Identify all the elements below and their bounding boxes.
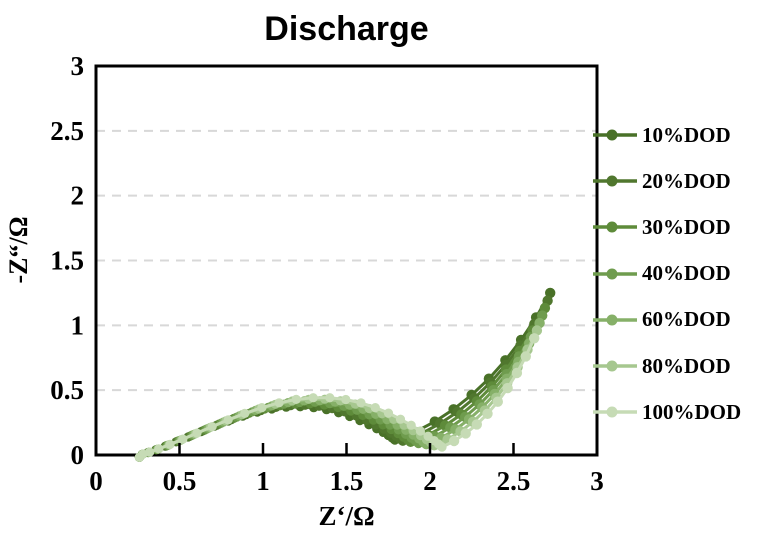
series-marker-100%DOD xyxy=(223,415,233,425)
x-tick-label: 0.5 xyxy=(163,466,197,496)
legend-label: 20%DOD xyxy=(642,168,731,193)
series-marker-100%DOD xyxy=(240,408,250,418)
chart-title: Discharge xyxy=(264,10,429,48)
legend-marker-icon xyxy=(593,221,637,233)
y-tick-label: 1 xyxy=(71,310,85,340)
series-marker-100%DOD xyxy=(448,435,460,447)
legend-label: 60%DOD xyxy=(642,307,731,332)
legend-label: 100%DOD xyxy=(642,399,742,424)
series-marker-100%DOD xyxy=(154,444,164,454)
series-marker-100%DOD xyxy=(178,434,188,444)
legend-item-20%DOD: 20%DOD xyxy=(592,158,741,204)
legend: 10%DOD 20%DOD 30%DOD 40%DOD 60%DOD 80%DOD 100%… xyxy=(592,112,741,435)
y-tick-label: 1.5 xyxy=(50,246,84,276)
series-marker-100%DOD xyxy=(520,351,531,362)
series-marker-100%DOD xyxy=(325,393,335,403)
x-tick-label: 0 xyxy=(89,466,103,496)
series-marker-100%DOD xyxy=(308,393,318,403)
series-marker-100%DOD xyxy=(356,398,366,408)
y-tick-label: 2.5 xyxy=(50,116,84,146)
legend-marker-icon xyxy=(593,314,637,326)
legend-label: 30%DOD xyxy=(642,214,731,239)
series-marker-100%DOD xyxy=(138,449,148,459)
series-marker-100%DOD xyxy=(471,419,482,430)
legend-marker-icon xyxy=(593,268,637,280)
x-tick-label: 1 xyxy=(256,466,270,496)
legend-marker-icon xyxy=(593,406,637,418)
series-marker-100%DOD xyxy=(383,408,394,418)
series-marker-100%DOD xyxy=(274,398,284,408)
y-tick-label: 0.5 xyxy=(50,375,84,405)
series-marker-100%DOD xyxy=(415,426,425,436)
x-axis-title: Z‘/Ω xyxy=(318,501,375,531)
legend-label: 80%DOD xyxy=(642,353,731,378)
legend-item-60%DOD: 60%DOD xyxy=(592,297,741,343)
series-marker-10%DOD xyxy=(545,287,556,299)
legend-marker-icon xyxy=(593,360,637,372)
y-axis-title: -Z“/Ω xyxy=(4,216,33,284)
series-marker-100%DOD xyxy=(482,408,493,419)
series-marker-100%DOD xyxy=(207,422,217,432)
series-marker-100%DOD xyxy=(460,428,471,439)
series-marker-100%DOD xyxy=(165,439,175,449)
legend-item-80%DOD: 80%DOD xyxy=(592,343,741,389)
legend-marker-icon xyxy=(593,129,637,141)
legend-item-30%DOD: 30%DOD xyxy=(592,204,741,250)
y-tick-label: 2 xyxy=(71,181,85,211)
x-tick-label: 1.5 xyxy=(330,466,364,496)
series-marker-100%DOD xyxy=(145,447,155,457)
legend-label: 10%DOD xyxy=(642,122,731,147)
series-marker-100%DOD xyxy=(492,396,503,407)
legend-item-100%DOD: 100%DOD xyxy=(592,389,741,435)
series-marker-100%DOD xyxy=(502,382,513,394)
legend-item-10%DOD: 10%DOD xyxy=(592,112,741,158)
x-tick-label: 3 xyxy=(590,466,604,496)
series-marker-100%DOD xyxy=(257,403,267,413)
series-marker-100%DOD xyxy=(437,442,447,452)
series-marker-80%DOD xyxy=(531,325,543,336)
y-tick-label: 0 xyxy=(71,440,85,470)
x-tick-label: 2.5 xyxy=(497,466,531,496)
series-marker-100%DOD xyxy=(291,394,301,404)
x-tick-label: 2 xyxy=(423,466,437,496)
legend-item-40%DOD: 40%DOD xyxy=(592,251,741,297)
series-marker-100%DOD xyxy=(370,403,380,413)
y-tick-label: 3 xyxy=(71,51,85,81)
series-marker-100%DOD xyxy=(511,367,523,379)
legend-marker-icon xyxy=(593,175,637,187)
series-marker-100%DOD xyxy=(192,428,202,438)
legend-label: 40%DOD xyxy=(642,261,731,286)
series-marker-100%DOD xyxy=(395,414,406,424)
series-marker-100%DOD xyxy=(529,333,540,344)
series-marker-100%DOD xyxy=(406,420,416,430)
series-marker-100%DOD xyxy=(341,394,351,405)
